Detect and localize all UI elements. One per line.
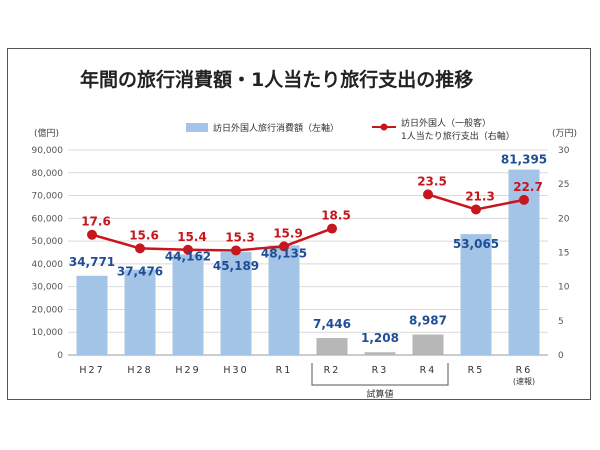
left-tick-label: 70,000 [32, 192, 64, 202]
left-tick-label: 30,000 [32, 283, 64, 293]
left-axis-unit: (億円) [34, 127, 59, 139]
left-tick-label: 50,000 [32, 237, 64, 247]
line-point [279, 241, 289, 252]
right-tick-label: 25 [558, 180, 569, 190]
bar [412, 334, 444, 355]
legend-line-label-1: 訪日外国人（一般客） [401, 117, 491, 129]
bar-value-label: 81,395 [501, 153, 547, 167]
line-value-label: 15.6 [129, 228, 159, 242]
legend-bar-label: 訪日外国人旅行消費額（左軸） [213, 122, 339, 134]
bar-value-label: 44,162 [165, 249, 211, 263]
bar-value-label: 48,135 [261, 246, 307, 260]
line-value-label: 15.4 [177, 230, 207, 244]
chart-title: 年間の旅行消費額・1人当たり旅行支出の推移 [80, 68, 473, 91]
legend-bar-swatch [186, 123, 208, 132]
category-note: (速報) [513, 377, 535, 386]
line-point [423, 189, 433, 200]
bar-value-label: 45,189 [213, 259, 259, 273]
category-label: H29 [175, 365, 200, 376]
legend-line-marker [380, 123, 388, 131]
line-point [471, 204, 481, 215]
line-value-label: 15.3 [225, 230, 255, 244]
estimated-bracket: 試算値 [311, 363, 449, 400]
bar [460, 234, 492, 355]
bar [268, 245, 300, 355]
line-point [87, 229, 97, 240]
bar-value-label: 8,987 [409, 314, 447, 328]
line-point [231, 245, 241, 256]
bar [76, 275, 108, 355]
bar-value-label: 7,446 [313, 317, 351, 331]
right-tick-label: 10 [558, 283, 570, 293]
right-tick-label: 15 [558, 249, 569, 259]
category-label: H30 [223, 365, 248, 376]
right-tick-label: 5 [558, 317, 564, 327]
line-point [327, 223, 337, 234]
category-labels: H27 H28 H29 H30 R1 R2 R3 R4 R5 R6(速報) [79, 365, 535, 386]
line-value-label: 23.5 [417, 174, 447, 188]
bar-value-label: 53,065 [453, 237, 499, 251]
bar-value-label: 37,476 [117, 265, 163, 279]
bar-layer [76, 169, 540, 355]
category-label: R1 [276, 365, 293, 376]
bar [316, 338, 348, 355]
line-value-label: 17.6 [81, 215, 111, 229]
line-point [519, 194, 529, 205]
category-label: R4 [420, 365, 437, 376]
bar [220, 252, 252, 355]
legend-line-label-2: 1人当たり旅行支出（右軸） [401, 130, 515, 142]
category-label: R5 [468, 365, 485, 376]
legend: 訪日外国人旅行消費額（左軸） 訪日外国人（一般客） 1人当たり旅行支出（右軸） [186, 117, 515, 142]
left-tick-label: 80,000 [32, 169, 64, 179]
category-label: H28 [127, 365, 152, 376]
category-label: R2 [324, 365, 341, 376]
line-value-label: 18.5 [321, 209, 351, 223]
line-value-label: 21.3 [465, 189, 495, 203]
right-tick-label: 0 [558, 351, 564, 361]
line-point [135, 243, 145, 254]
bar [364, 352, 396, 355]
left-tick-label: 10,000 [32, 328, 64, 338]
line-value-label: 22.7 [513, 180, 543, 194]
bar [124, 269, 156, 355]
line-value-label: 15.9 [273, 226, 303, 240]
right-tick-label: 30 [558, 146, 570, 156]
bar [172, 254, 204, 355]
bar-value-label: 1,208 [361, 331, 399, 345]
category-label: R3 [372, 365, 389, 376]
left-axis-ticks: 0 10,000 20,000 30,000 40,000 50,000 60,000 70,… [32, 146, 64, 361]
left-tick-label: 60,000 [32, 214, 64, 224]
right-tick-label: 20 [558, 214, 570, 224]
estimated-bracket-line [311, 363, 449, 386]
right-axis-unit: (万円) [552, 128, 577, 139]
left-tick-label: 90,000 [32, 146, 64, 156]
left-tick-label: 40,000 [32, 260, 64, 270]
right-axis-ticks: 0 5 10 15 20 25 30 [558, 146, 570, 361]
left-tick-label: 0 [57, 351, 63, 361]
category-label: R6 [516, 365, 533, 376]
series-line [91, 227, 333, 252]
left-tick-label: 20,000 [32, 305, 64, 315]
line-point [183, 244, 193, 255]
bar-value-label: 34,771 [69, 255, 115, 269]
estimated-bracket-label: 試算値 [366, 388, 393, 400]
category-label: H27 [79, 365, 104, 376]
